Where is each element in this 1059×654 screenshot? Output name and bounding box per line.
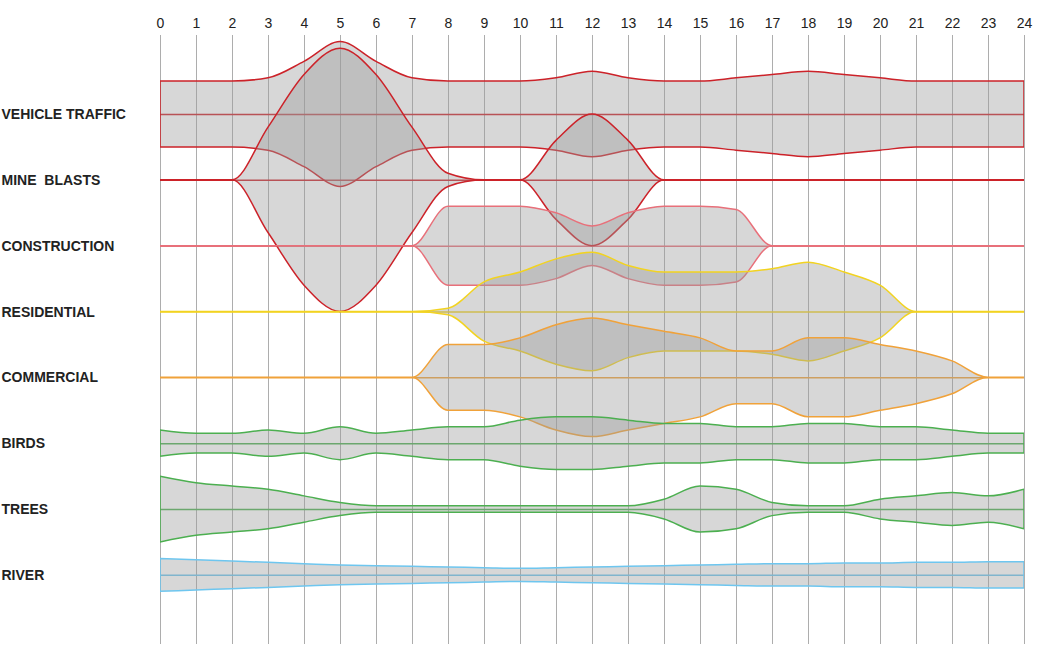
svg-text:10: 10 <box>513 15 529 31</box>
svg-text:5: 5 <box>337 15 345 31</box>
svg-text:16: 16 <box>729 15 745 31</box>
svg-text:3: 3 <box>265 15 273 31</box>
svg-text:11: 11 <box>549 15 564 31</box>
svg-text:19: 19 <box>837 15 853 31</box>
svg-text:8: 8 <box>445 15 453 31</box>
svg-text:20: 20 <box>873 15 889 31</box>
svg-text:24: 24 <box>1017 15 1033 31</box>
svg-text:RESIDENTIAL: RESIDENTIAL <box>2 303 96 319</box>
svg-text:TREES: TREES <box>2 501 49 517</box>
svg-text:MINE BLASTS: MINE BLASTS <box>2 172 101 188</box>
svg-text:0: 0 <box>157 15 165 31</box>
svg-text:12: 12 <box>585 15 601 31</box>
svg-text:18: 18 <box>801 15 817 31</box>
svg-text:14: 14 <box>657 15 673 31</box>
svg-text:15: 15 <box>693 15 709 31</box>
svg-text:VEHICLE TRAFFIC: VEHICLE TRAFFIC <box>2 106 126 122</box>
svg-text:6: 6 <box>373 15 381 31</box>
svg-text:2: 2 <box>229 15 237 31</box>
svg-text:17: 17 <box>765 15 781 31</box>
svg-text:7: 7 <box>409 15 417 31</box>
svg-text:CONSTRUCTION: CONSTRUCTION <box>2 238 115 254</box>
svg-text:RIVER: RIVER <box>2 567 45 583</box>
svg-text:13: 13 <box>621 15 637 31</box>
svg-text:1: 1 <box>193 15 201 31</box>
svg-text:22: 22 <box>945 15 961 31</box>
svg-text:9: 9 <box>481 15 489 31</box>
svg-text:4: 4 <box>301 15 309 31</box>
svg-text:21: 21 <box>909 15 925 31</box>
svg-text:BIRDS: BIRDS <box>2 435 46 451</box>
svg-text:23: 23 <box>981 15 997 31</box>
svg-text:COMMERCIAL: COMMERCIAL <box>2 369 99 385</box>
